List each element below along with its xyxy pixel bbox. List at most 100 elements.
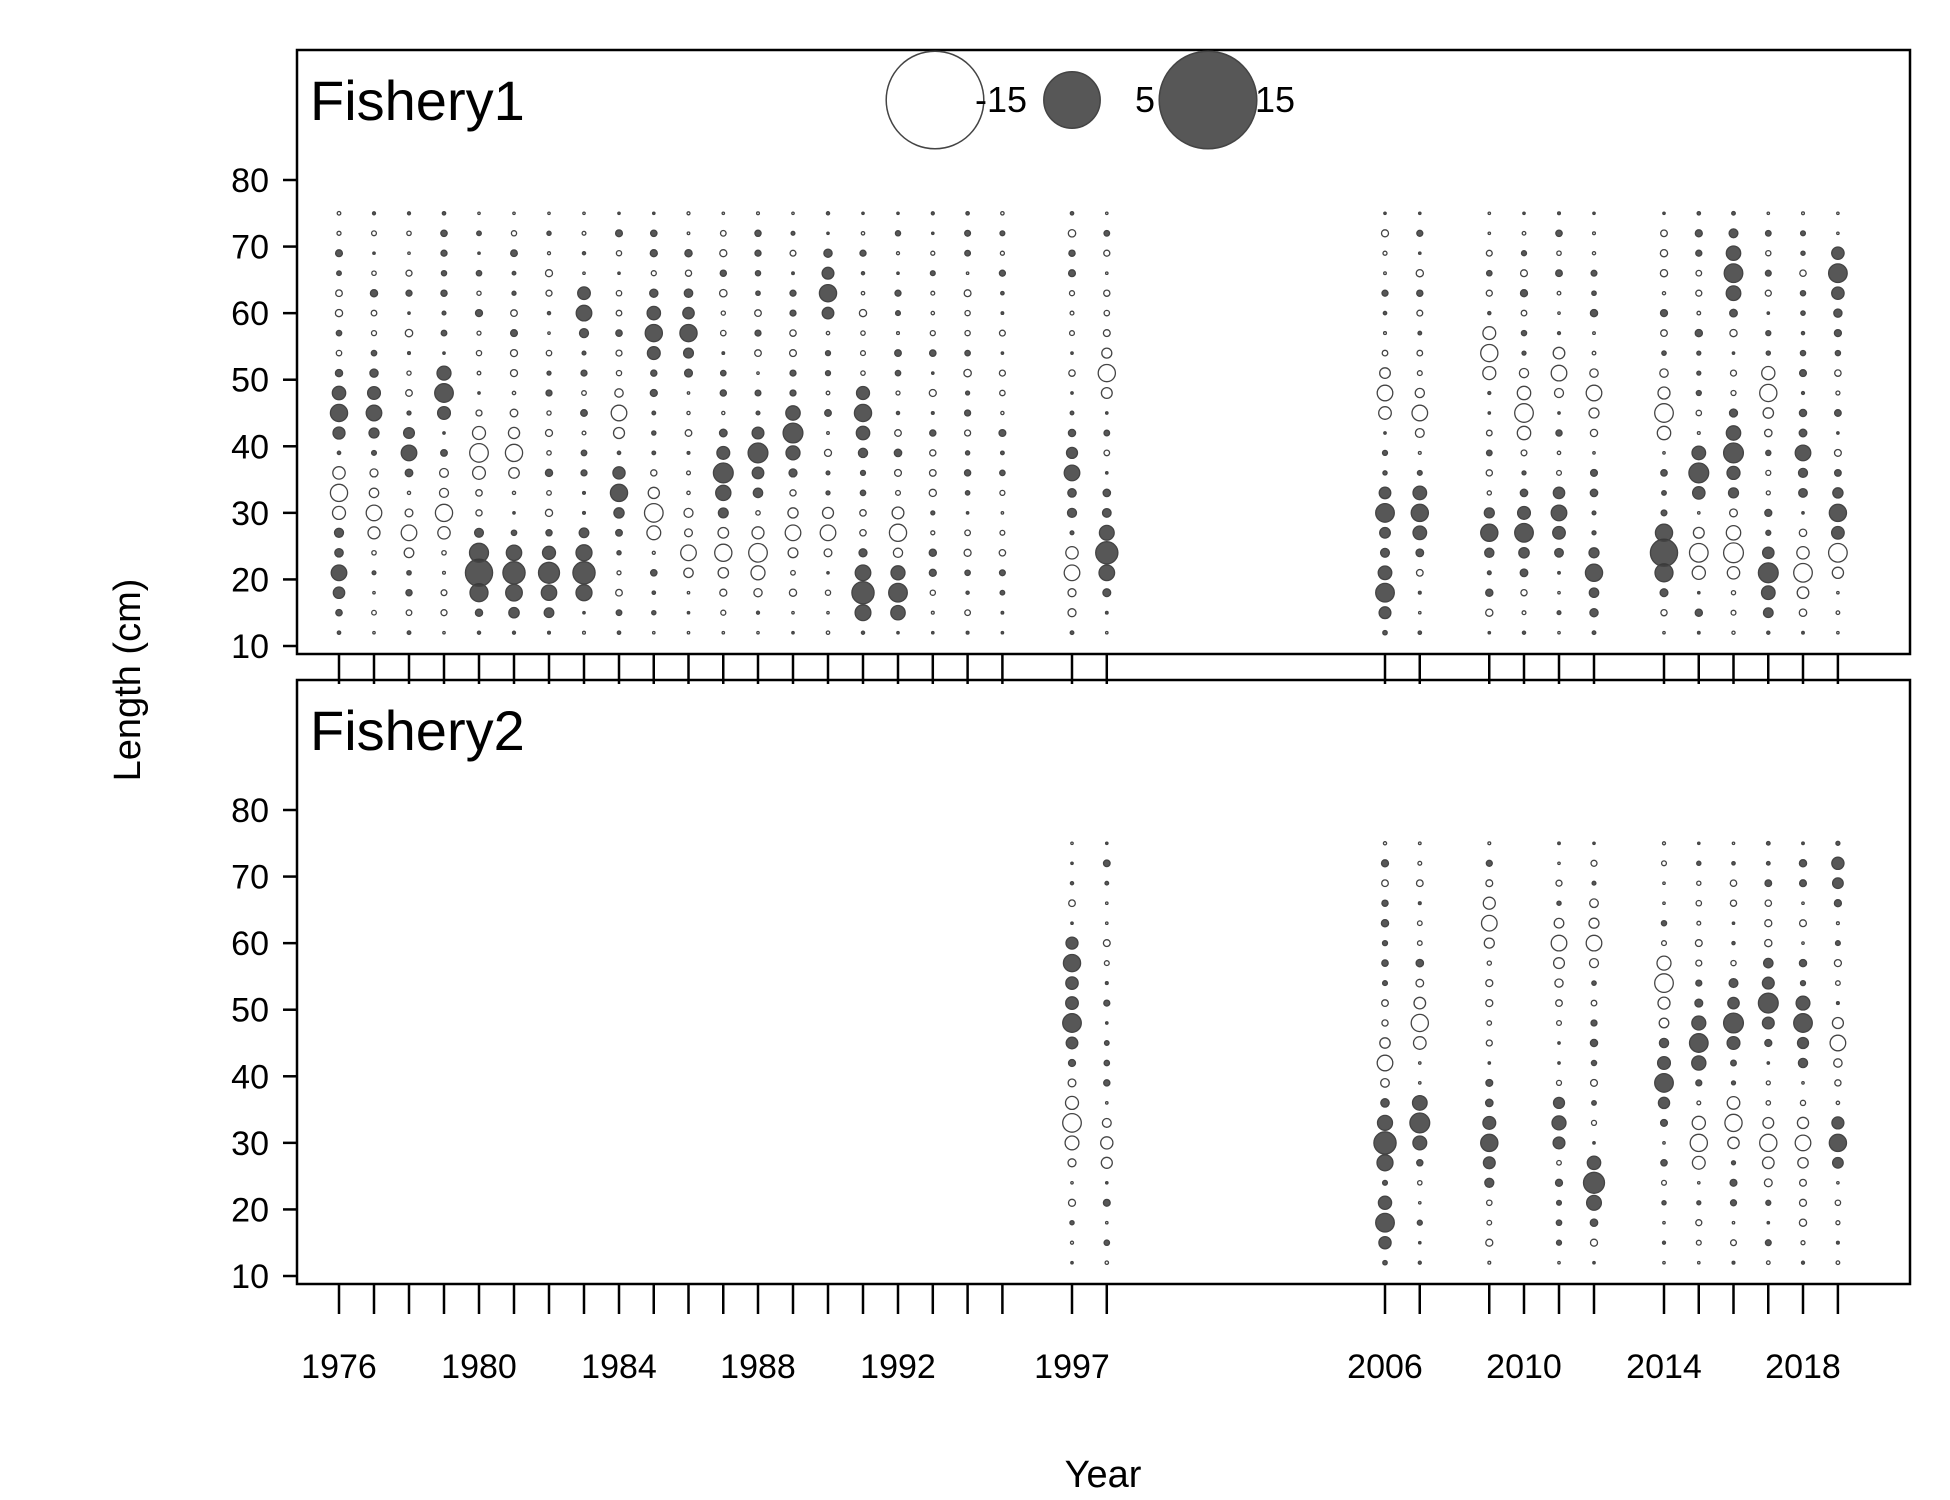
residual-bubble (1555, 429, 1563, 437)
residual-bubble (1553, 917, 1565, 929)
residual-bubble (1069, 630, 1075, 636)
residual-bubble (1765, 860, 1771, 866)
x-tick-label: 1988 (720, 1348, 796, 1386)
residual-bubble (998, 569, 1006, 577)
residual-bubble (1555, 1019, 1563, 1027)
residual-bubble (1588, 407, 1600, 419)
residual-bubble (1100, 1156, 1113, 1169)
residual-bubble (612, 466, 626, 480)
residual-bubble (1836, 1180, 1840, 1185)
residual-bubble (1067, 1058, 1077, 1068)
residual-bubble (1485, 469, 1494, 477)
residual-bubble (896, 271, 900, 276)
residual-bubble (334, 308, 344, 318)
residual-bubble (1835, 1100, 1841, 1106)
residual-bubble (1064, 1095, 1080, 1111)
residual-bubble (1379, 547, 1391, 558)
residual-bubble (1069, 210, 1075, 216)
residual-bubble (787, 507, 799, 519)
residual-bubble (649, 288, 659, 298)
residual-bubble (1067, 1078, 1077, 1088)
residual-bubble (1417, 1200, 1422, 1205)
residual-bubble (1660, 1158, 1668, 1167)
residual-bubble (1554, 547, 1564, 558)
residual-bubble (1417, 590, 1422, 595)
residual-bubble (1067, 1198, 1077, 1207)
residual-bubble (890, 565, 906, 581)
residual-bubble (1415, 268, 1425, 278)
residual-bubble (718, 428, 728, 438)
residual-bubble (964, 329, 971, 337)
residual-bubble (1831, 877, 1844, 890)
residual-bubble (1519, 568, 1529, 578)
residual-bubble (930, 510, 936, 516)
residual-bubble (965, 630, 970, 635)
residual-bubble (1104, 981, 1109, 986)
residual-bubble (369, 468, 379, 478)
residual-bubble (1797, 1057, 1809, 1069)
residual-bubble (1487, 411, 1492, 415)
residual-bubble (510, 230, 518, 237)
residual-bubble (1761, 365, 1776, 381)
residual-bubble (754, 249, 762, 257)
residual-bubble (1101, 507, 1112, 518)
residual-bubble (1835, 921, 1840, 926)
residual-bubble (404, 468, 414, 478)
residual-bubble (998, 548, 1007, 557)
residual-bubble (1480, 523, 1499, 543)
residual-bubble (1485, 1039, 1493, 1047)
residual-bubble (1070, 391, 1074, 395)
residual-bubble (1412, 1036, 1427, 1050)
residual-bubble (475, 349, 483, 357)
residual-bubble (1376, 1114, 1394, 1132)
residual-bubble (1557, 861, 1561, 866)
residual-bubble (1763, 428, 1773, 438)
residual-bubble (1764, 508, 1773, 518)
residual-bubble (1485, 859, 1493, 867)
residual-bubble (1649, 538, 1679, 568)
residual-bubble (1556, 290, 1562, 296)
residual-bubble (471, 465, 487, 480)
residual-bubble (1662, 630, 1666, 635)
residual-bubble (1796, 1036, 1810, 1050)
residual-bubble (1550, 504, 1568, 522)
residual-bubble (1831, 1156, 1844, 1169)
residual-bubble (369, 368, 379, 378)
residual-bubble (894, 230, 902, 237)
residual-bubble (964, 390, 971, 396)
residual-bubble (509, 348, 519, 358)
residual-bubble (1586, 1155, 1602, 1171)
residual-bubble (370, 349, 378, 357)
residual-bubble (928, 568, 937, 577)
residual-bubble (581, 430, 587, 436)
residual-bubble (1696, 880, 1702, 886)
residual-bubble (1588, 917, 1600, 929)
y-tick-label: 60 (231, 295, 269, 333)
residual-bubble (1000, 210, 1005, 216)
residual-bubble (1378, 486, 1392, 500)
residual-bubble (1827, 263, 1848, 284)
residual-bubble (1695, 389, 1702, 397)
residual-bubble (1796, 586, 1810, 600)
residual-bubble (334, 249, 344, 258)
residual-bubble (1485, 249, 1493, 257)
residual-bubble (1764, 1239, 1772, 1247)
residual-bubble (1831, 286, 1845, 301)
residual-bubble (1067, 488, 1077, 498)
residual-bubble (1728, 978, 1739, 989)
residual-bubble (1065, 545, 1079, 560)
residual-bubble (1592, 841, 1596, 846)
residual-bubble (1380, 859, 1390, 868)
x-tick-label: 1992 (860, 1348, 936, 1386)
residual-bubble (1696, 590, 1701, 595)
residual-bubble (1417, 211, 1422, 216)
residual-bubble (1724, 1113, 1743, 1133)
residual-bubble (999, 389, 1006, 397)
residual-bubble (1831, 1116, 1845, 1130)
legend-bubble (1158, 50, 1258, 150)
residual-bubble (1557, 1061, 1561, 1065)
residual-bubble (963, 429, 972, 437)
residual-bubble (1376, 1054, 1394, 1072)
residual-bubble (368, 487, 380, 499)
residual-bubble (442, 351, 446, 355)
